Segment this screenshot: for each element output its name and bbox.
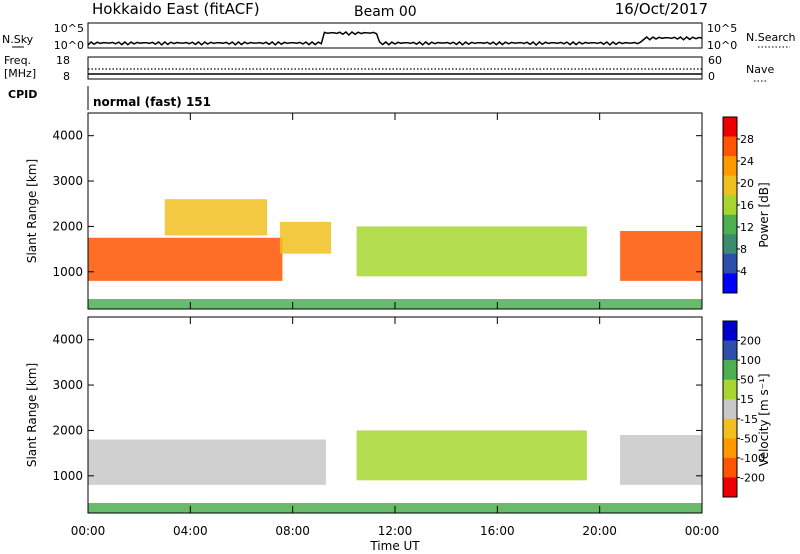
nsky-tick-bottom: 10^0 [54,39,84,52]
freq-tick-bottom: 8 [63,70,70,83]
velocity-colorbar-segment-8 [723,477,737,498]
velocity-region-2 [620,434,702,485]
velocity-colorbar-segment-4 [723,399,737,420]
freq-label-1: Freq. [4,54,31,67]
power-colorbar-segment-6 [723,234,737,255]
velocity-colorbar-label-2: 50 [740,374,754,387]
velocity-colorbar-segment-7 [723,457,737,478]
time-tick-label-5: 20:00 [582,524,617,538]
beam-label: Beam 00 [354,4,417,20]
velocity-colorbar-label-4: -15 [740,413,758,426]
power-region-4 [620,230,702,281]
velocity-colorbar-label-1: 100 [740,354,761,367]
power-colorbar-label: Power [dB] [757,182,771,247]
power-panel: 4000 3000 2000 1000 Slant Range [km] 28 24 20… [25,112,771,310]
power-ytick-label-3: 1000 [52,265,83,279]
velocity-colorbar-segment-5 [723,418,737,439]
time-tick-label-6: 00:00 [685,524,720,538]
velocity-region-0 [88,439,326,485]
power-colorbar-segment-0 [723,117,737,137]
velocity-colorbar-label-6: -100 [740,452,765,465]
power-colorbar-segment-4 [723,195,737,216]
velocity-colorbar-segment-0 [723,321,737,341]
power-colorbar-label-1: 24 [740,155,754,168]
velocity-panel: 4000 3000 2000 1000 Slant Range [km] 200 100… [25,316,771,514]
power-yticks: 4000 3000 2000 1000 [52,129,702,279]
power-colorbar-segment-8 [723,273,737,294]
velocity-ytick-label-2: 2000 [52,423,83,437]
power-colorbar-label-2: 20 [740,177,754,190]
nsky-tick-top: 10^5 [54,22,84,35]
nsearch-tick-bottom: 10^0 [707,39,737,52]
cpid-label: CPID [8,88,37,101]
power-colorbar-segment-3 [723,175,737,196]
power-ylabel: Slant Range [km] [25,159,39,263]
power-region-3 [356,226,587,277]
time-ticks: 00:00 04:00 08:00 12:00 16:00 20:00 00:00 [71,113,720,538]
nave-tick-bottom: 0 [708,70,715,83]
power-colorbar-label-5: 8 [740,243,747,256]
velocity-colorbar-label-5: -50 [740,432,758,445]
nave-tick-top: 60 [708,54,722,67]
velocity-colorbar-label-3: 15 [740,393,754,406]
velocity-colorbar-frame [722,320,738,498]
velocity-colorbar-segment-6 [723,438,737,459]
power-colorbar-segment-1 [723,136,737,157]
plot-title: Hokkaido East (fitACF) [92,0,260,18]
time-tick-label-2: 08:00 [275,524,310,538]
power-ytick-label-0: 4000 [52,129,83,143]
power-colorbar-label-6: 4 [740,265,747,278]
time-tick-label-0: 00:00 [71,524,106,538]
velocity-colorbar-segment-3 [723,379,737,400]
freq-panel [87,56,703,80]
power-colorbar-label-3: 16 [740,199,754,212]
velocity-colorbar-segment-1 [723,340,737,361]
velocity-ylabel: Slant Range [km] [25,363,39,467]
power-colorbar-segment-7 [723,253,737,274]
velocity-colorbar: 200 100 50 15 -15 -50 -100 -200 [722,320,765,498]
velocity-yticks: 4000 3000 2000 1000 [52,333,702,483]
power-ytick-label-1: 3000 [52,174,83,188]
velocity-ytick-label-1: 3000 [52,378,83,392]
freq-label-2: [MHz] [4,67,36,80]
nsearch-label: N.Search [746,31,796,44]
velocity-colorbar-label-7: -200 [740,471,765,484]
time-tick-label-1: 04:00 [173,524,208,538]
freq-tick-top: 18 [56,54,70,67]
power-ytick-label-2: 2000 [52,219,83,233]
date-label: 16/Oct/2017 [615,0,708,18]
power-colorbar: 28 24 20 16 12 8 4 [722,116,754,294]
nsky-label: N.Sky [2,33,34,46]
velocity-colorbar-label-0: 200 [740,335,761,348]
time-tick-label-3: 12:00 [378,524,413,538]
power-region-0 [88,237,283,281]
power-colorbar-segment-2 [723,156,737,176]
power-colorbar-label-4: 12 [740,221,754,234]
nsky-line [87,31,703,47]
power-regions [88,199,702,309]
velocity-colorbar-segment-2 [723,360,737,380]
nsearch-tick-top: 10^5 [707,22,737,35]
nave-label: Nave [746,63,774,76]
velocity-ytick-label-3: 1000 [52,469,83,483]
time-axis-label: Time UT [369,539,420,553]
velocity-ytick-label-0: 4000 [52,333,83,347]
power-region-1 [164,199,268,236]
velocity-region-1 [356,430,587,481]
cpid-text: normal (fast) 151 [93,95,211,109]
power-colorbar-label-0: 28 [740,133,754,146]
power-colorbar-segment-5 [723,214,737,235]
velocity-colorbar-label: Velocity [m s⁻¹] [757,373,771,466]
power-region-2 [279,221,332,254]
time-tick-label-4: 16:00 [480,524,515,538]
